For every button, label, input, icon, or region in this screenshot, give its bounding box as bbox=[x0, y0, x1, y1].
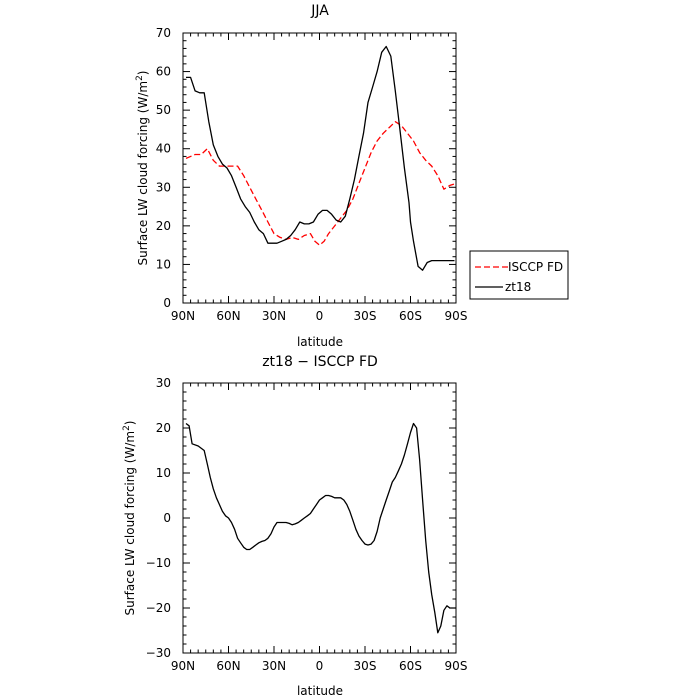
y-tick-label: 40 bbox=[156, 142, 171, 156]
x-tick-label: 60S bbox=[399, 309, 422, 323]
y-tick-labels: −30 −20 −10 0 10 20 30 bbox=[146, 376, 171, 660]
y-tick-label: 10 bbox=[156, 466, 171, 480]
y-tick-label: 30 bbox=[156, 180, 171, 194]
x-tick-label: 90N bbox=[171, 309, 195, 323]
y-axis-label-main: Surface LW cloud forcing (W/m bbox=[136, 81, 150, 266]
x-tick-labels: 90N 60N 30N 0 30S 60S 90S bbox=[171, 659, 468, 673]
x-tick-label: 0 bbox=[316, 309, 324, 323]
y-tick-label: −30 bbox=[146, 646, 171, 660]
x-tick-label: 30S bbox=[354, 659, 377, 673]
y-axis-label: Surface LW cloud forcing (W/m2) bbox=[122, 420, 137, 615]
x-tick-label: 60N bbox=[216, 309, 240, 323]
x-tick-labels: 90N 60N 30N 0 30S 60S 90S bbox=[171, 309, 468, 323]
x-tick-label: 60S bbox=[399, 659, 422, 673]
series-line-isccp-fd bbox=[185, 121, 457, 246]
plot-frame bbox=[182, 382, 457, 654]
y-tick-label: 70 bbox=[156, 26, 171, 40]
y-tick-label: 20 bbox=[156, 421, 171, 435]
x-axis-label: latitude bbox=[297, 335, 343, 349]
legend: ISCCP FD zt18 bbox=[469, 250, 569, 300]
y-tick-label: 0 bbox=[163, 511, 171, 525]
y-tick-label: 30 bbox=[156, 376, 171, 390]
y-tick-label: 10 bbox=[156, 257, 171, 271]
y-axis-label-superscript: 2 bbox=[135, 75, 145, 81]
legend-label-isccp: ISCCP FD bbox=[508, 260, 563, 274]
y-tick-label: 50 bbox=[156, 103, 171, 117]
legend-box bbox=[469, 250, 569, 300]
bottom-panel: zt18 − ISCCP FD 90N 60N 30N 0 30S 60S 90S −30−… bbox=[122, 354, 467, 698]
x-tick-label: 90S bbox=[445, 659, 468, 673]
y-tick-label: −10 bbox=[146, 556, 171, 570]
y-axis-label: Surface LW cloud forcing (W/m2) bbox=[135, 70, 150, 265]
series-layer bbox=[185, 422, 456, 634]
y-tick-label: −20 bbox=[146, 601, 171, 615]
series-line-difference bbox=[185, 422, 456, 634]
y-axis-label-superscript: 2 bbox=[122, 425, 132, 431]
y-axis-label-main: Surface LW cloud forcing (W/m bbox=[123, 431, 137, 616]
plot-frame bbox=[182, 32, 457, 304]
x-tick-label: 60N bbox=[216, 659, 240, 673]
x-tick-label: 90S bbox=[445, 309, 468, 323]
x-tick-label: 0 bbox=[316, 659, 324, 673]
series-line-zt18 bbox=[186, 45, 455, 271]
axis-ticks bbox=[182, 382, 457, 654]
y-tick-label: 20 bbox=[156, 219, 171, 233]
chart-title: JJA bbox=[310, 3, 329, 19]
x-tick-label: 30S bbox=[354, 309, 377, 323]
y-tick-labels: 0 10 20 30 40 50 60 70 bbox=[156, 26, 171, 310]
legend-label-zt18: zt18 bbox=[505, 280, 531, 294]
y-axis-label-end: ) bbox=[123, 420, 137, 425]
x-tick-label: 30N bbox=[262, 659, 286, 673]
y-axis-label-end: ) bbox=[136, 70, 150, 75]
top-panel: JJA 90N 60N 30N 0 30S 60S 90S 010203040506070 … bbox=[135, 3, 569, 349]
y-tick-label: 60 bbox=[156, 65, 171, 79]
y-tick-label: 0 bbox=[163, 296, 171, 310]
x-tick-label: 90N bbox=[171, 659, 195, 673]
axis-ticks bbox=[182, 32, 457, 304]
series-layer bbox=[185, 45, 457, 271]
chart-title: zt18 − ISCCP FD bbox=[262, 354, 378, 370]
x-axis-label: latitude bbox=[297, 684, 343, 698]
x-tick-label: 30N bbox=[262, 309, 286, 323]
